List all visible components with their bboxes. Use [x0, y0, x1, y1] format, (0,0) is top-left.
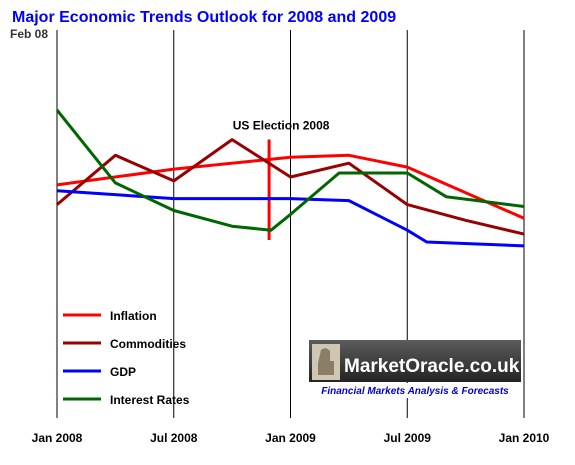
chart-subtitle: Feb 08: [10, 27, 48, 41]
marketoracle-watermark: MarketOracle.co.uk Financial Markets Ana…: [309, 340, 521, 398]
legend: Inflation Commodities GDP Interest Rates: [63, 309, 190, 407]
x-axis-tick-labels: Jan 2008 Jul 2008 Jan 2009 Jul 2009 Jan 2010: [32, 431, 550, 445]
x-tick-label: Jan 2008: [32, 431, 83, 445]
election-annotation: US Election 2008: [233, 119, 330, 241]
series-line-gdp: [56, 189, 525, 248]
x-tick-label: Jan 2010: [499, 431, 550, 445]
legend-label: Interest Rates: [110, 393, 190, 407]
x-tick-label: Jul 2009: [384, 431, 432, 445]
vertical-gridlines: [56, 30, 525, 418]
legend-label: Commodities: [110, 337, 186, 351]
series-lines: [55, 109, 525, 248]
chart-title: Major Economic Trends Outlook for 2008 a…: [12, 9, 396, 26]
series-line-commodities: [56, 138, 525, 236]
x-tick-label: Jul 2008: [150, 431, 198, 445]
x-tick-label: Jan 2009: [265, 431, 316, 445]
legend-label: GDP: [110, 365, 136, 379]
watermark-tagline: Financial Markets Analysis & Forecasts: [321, 386, 509, 397]
watermark-logo-text: MarketOracle.co.uk: [344, 356, 520, 377]
series-line-interest-rates: [55, 109, 525, 232]
election-label: US Election 2008: [233, 119, 330, 133]
legend-label: Inflation: [110, 309, 157, 323]
